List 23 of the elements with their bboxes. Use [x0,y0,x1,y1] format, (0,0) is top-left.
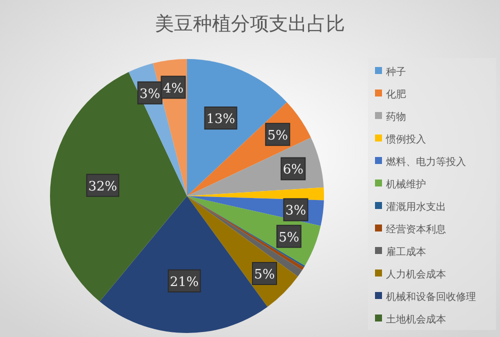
legend-label: 种子 [386,66,406,78]
legend-label: 惯例投入 [385,134,426,146]
legend-label: 化肥 [386,88,406,100]
data-label: 5% [278,230,300,246]
data-label: 5% [254,268,275,282]
legend-label: 药物 [386,111,406,123]
legend-label: 人力机会成本 [386,268,446,280]
legend-label: 燃料、电力等投入 [386,156,466,168]
legend-label: 机械和设备回收修理 [386,291,476,303]
data-label: 32% [88,179,118,194]
chart-title: 美豆种植分项支出占比 [155,13,345,35]
data-label: 6% [282,162,304,178]
data-label: 3% [140,86,160,102]
legend-label: 经营资本利息 [386,224,446,236]
data-label: 4% [162,81,184,96]
data-label: 3% [285,204,306,219]
data-label: 5% [267,128,288,144]
legend-label: 雇工成本 [386,246,426,258]
legend-label: 机械维护 [386,178,426,190]
data-label: 21% [170,274,199,290]
data-label: 13% [206,112,236,128]
legend-label: 土地机会成本 [386,314,446,326]
legend-label: 灌溉用水支出 [386,201,446,213]
